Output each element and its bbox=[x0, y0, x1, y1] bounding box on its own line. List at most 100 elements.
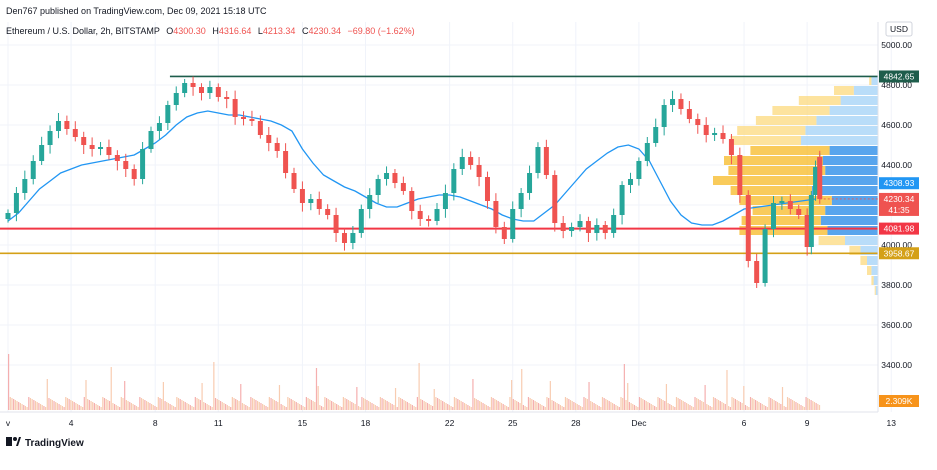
volume-bar bbox=[754, 400, 757, 410]
volume-bar bbox=[783, 406, 785, 410]
volume-bar bbox=[309, 399, 311, 410]
time-tick-label: 13 bbox=[887, 418, 897, 428]
time-axis[interactable]: v 4 8 11 15 18 22 25 28 Dec 6 9 13 bbox=[6, 418, 896, 428]
volume-bar bbox=[650, 404, 652, 410]
time-tick-label: 25 bbox=[508, 418, 518, 428]
open-value: 4300.30 bbox=[173, 26, 206, 36]
volume-bar bbox=[228, 406, 230, 410]
tradingview-logo[interactable]: TradingView bbox=[6, 437, 84, 449]
volume-bar bbox=[41, 405, 43, 410]
candle-body bbox=[392, 173, 398, 183]
volume-bar bbox=[357, 406, 360, 410]
candle-body bbox=[762, 229, 768, 283]
volume-bar bbox=[793, 401, 795, 410]
volume-bar bbox=[76, 404, 79, 410]
candle-body bbox=[417, 211, 423, 219]
volume-bar bbox=[191, 406, 193, 410]
volume-bar bbox=[273, 400, 276, 410]
candle-body bbox=[257, 121, 263, 135]
volume-bar bbox=[680, 400, 683, 410]
volume-bar bbox=[260, 403, 262, 410]
volume-bar bbox=[258, 402, 260, 410]
volume-bar bbox=[448, 405, 450, 410]
candle-body bbox=[678, 99, 684, 109]
volume-bar bbox=[458, 400, 461, 410]
volume-bar bbox=[416, 397, 419, 410]
volume-bar bbox=[324, 397, 326, 410]
volume-bar bbox=[574, 403, 577, 410]
volume-bar bbox=[536, 402, 538, 410]
volume-bar bbox=[571, 401, 573, 410]
volume-bar bbox=[159, 398, 161, 410]
symbol-title[interactable]: Ethereum / U.S. Dollar, 2h, BITSTAMP O43… bbox=[6, 26, 415, 36]
volume-bar bbox=[297, 403, 299, 410]
volume-bar bbox=[262, 404, 264, 410]
volume-bar bbox=[504, 405, 506, 410]
volume-bar bbox=[46, 379, 48, 410]
volume-bar bbox=[290, 399, 292, 410]
volume-bar bbox=[655, 407, 657, 410]
volume-bar bbox=[374, 405, 376, 410]
volume-value-label: 2.309K bbox=[886, 396, 913, 406]
volume-bar bbox=[246, 406, 249, 410]
volume-bar bbox=[749, 397, 752, 410]
volume-bar bbox=[167, 403, 170, 410]
horizontal-lines[interactable] bbox=[0, 75, 878, 255]
candle-body bbox=[140, 149, 146, 179]
volume-bar bbox=[115, 405, 117, 410]
volume-bar bbox=[765, 406, 767, 410]
volume-bar bbox=[26, 407, 28, 410]
currency-box[interactable] bbox=[885, 21, 913, 37]
volume-profile-up-bar bbox=[869, 76, 872, 85]
volume-bar bbox=[778, 403, 780, 410]
volume-bar bbox=[780, 404, 782, 410]
volume-bar bbox=[558, 404, 560, 410]
volume-bar bbox=[386, 401, 388, 410]
volume-bar bbox=[356, 387, 358, 410]
volume-profile-up-bar bbox=[737, 126, 806, 135]
candle-body bbox=[602, 225, 608, 233]
volume-bar bbox=[583, 397, 585, 410]
volume-profile bbox=[713, 76, 878, 295]
volume-bar bbox=[134, 405, 136, 410]
volume-bar bbox=[193, 407, 195, 410]
symbol-name: Ethereum / U.S. Dollar, 2h, BITSTAMP bbox=[6, 26, 160, 36]
volume-bar bbox=[113, 404, 116, 410]
volume-bar bbox=[494, 399, 496, 410]
volume-bar bbox=[677, 398, 679, 410]
time-tick-label: 15 bbox=[298, 418, 308, 428]
candle-body bbox=[81, 137, 87, 145]
volume-bar bbox=[373, 404, 375, 410]
low-value: 4213.34 bbox=[263, 26, 296, 36]
volume-bar bbox=[524, 406, 526, 410]
resistance-label: 4842.65 bbox=[884, 71, 915, 81]
volume-bar bbox=[199, 400, 201, 410]
volume-bar bbox=[664, 401, 666, 410]
candle-body bbox=[434, 209, 440, 221]
volume-bar bbox=[245, 405, 247, 410]
volume-bar bbox=[122, 398, 124, 410]
volume-bar bbox=[305, 397, 307, 410]
candle-body bbox=[30, 161, 36, 179]
price-tick-label: 5000.00 bbox=[881, 40, 912, 50]
volume-bar bbox=[415, 407, 417, 410]
volume-bar bbox=[756, 401, 758, 410]
volume-bar bbox=[255, 400, 257, 410]
volume-bar bbox=[127, 401, 129, 410]
candle-body bbox=[585, 221, 591, 233]
volume-bar bbox=[541, 405, 543, 410]
volume-bar bbox=[329, 400, 331, 410]
candle-body bbox=[712, 133, 718, 135]
volume-bar bbox=[230, 407, 232, 410]
volume-bar bbox=[53, 401, 55, 410]
volume-bar bbox=[379, 397, 382, 410]
volume-bar bbox=[672, 406, 674, 410]
volume-bar bbox=[389, 403, 392, 410]
volume-bar bbox=[548, 398, 550, 410]
volume-bar bbox=[492, 398, 494, 410]
volume-bar bbox=[808, 399, 811, 410]
volume-bar bbox=[349, 401, 351, 410]
volume-bar bbox=[82, 407, 84, 410]
time-tick-label: 22 bbox=[445, 418, 455, 428]
